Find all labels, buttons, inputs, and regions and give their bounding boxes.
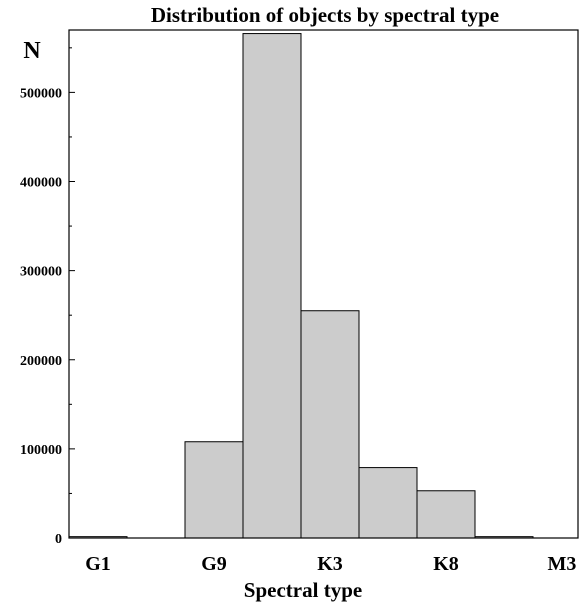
x-tick-label-g1: G1 (85, 553, 111, 575)
y-axis: 0 100000 200000 300000 400000 500000 (20, 47, 75, 547)
bar-2 (184, 441, 244, 539)
x-tick-label-g9: G9 (201, 553, 227, 575)
plot-frame (68, 29, 579, 539)
x-axis: G1 G9 K3 K8 M3 (85, 553, 576, 575)
bar-4 (300, 310, 360, 539)
y-tick-label: 500000 (20, 86, 62, 101)
bar-3 (242, 33, 302, 539)
bar-5 (358, 467, 418, 539)
y-tick-label: 400000 (20, 176, 62, 191)
y-tick-label: 200000 (20, 354, 62, 369)
y-axis-label: N (23, 38, 41, 64)
y-tick-label: 300000 (20, 265, 62, 280)
x-tick-label-k3: K3 (317, 553, 343, 575)
chart-title: Distribution of objects by spectral type (151, 3, 499, 27)
x-tick-label-k8: K8 (433, 553, 459, 575)
y-tick-label: 100000 (20, 443, 62, 458)
bar-6 (416, 490, 476, 539)
y-tick-label: 0 (55, 532, 62, 547)
bars-group (68, 33, 534, 539)
x-tick-label-m3: M3 (548, 553, 577, 575)
x-axis-label: Spectral type (244, 578, 362, 602)
